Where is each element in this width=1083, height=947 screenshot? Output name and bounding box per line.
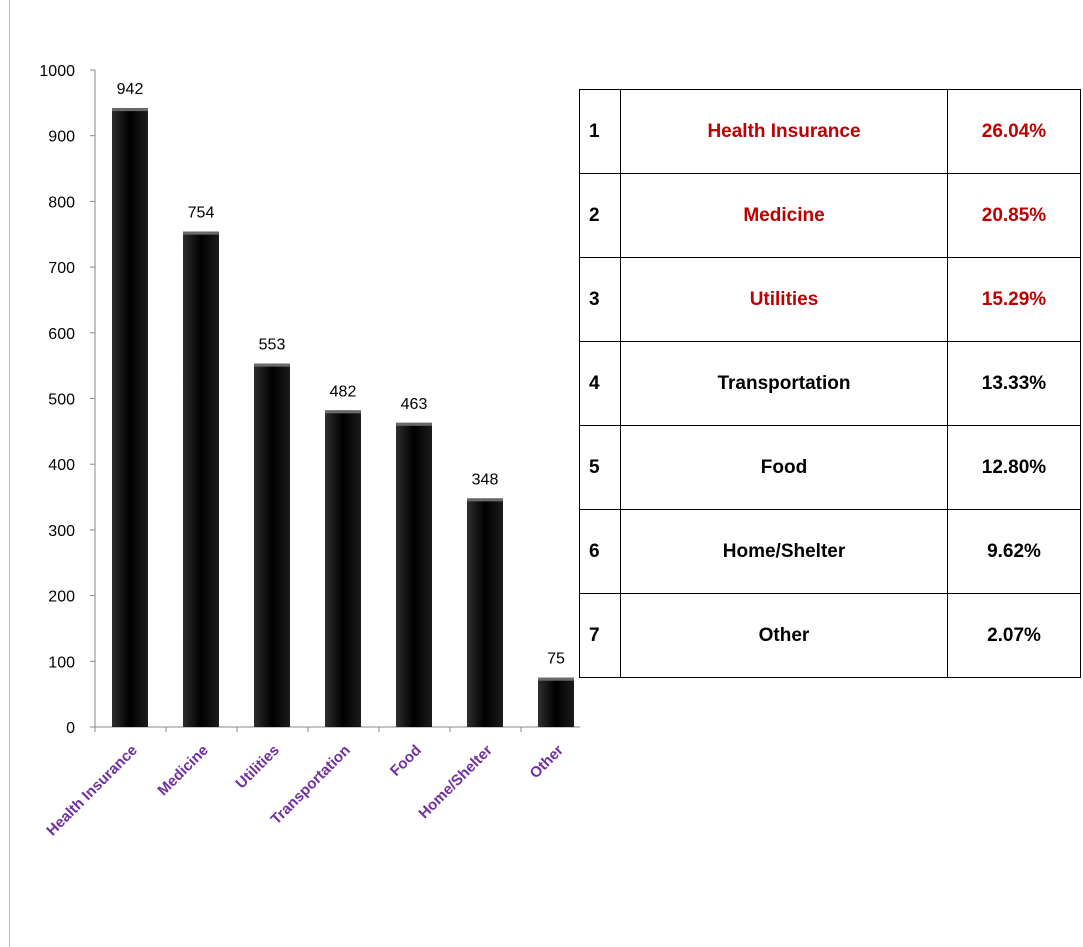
y-tick-label: 200 <box>48 589 75 606</box>
bar-cap <box>396 422 432 426</box>
data-label: 463 <box>401 396 428 413</box>
data-label: 942 <box>117 81 144 98</box>
rank-number: 3 <box>579 257 621 342</box>
rank-percent: 2.07% <box>947 593 1081 678</box>
bar <box>325 410 361 727</box>
ranking-row: 4 Transportation 13.33% <box>579 341 1081 426</box>
x-tick-label: Utilities <box>232 742 282 792</box>
bar <box>112 108 148 727</box>
x-tick-label: Home/Shelter <box>415 742 496 823</box>
y-tick-label: 600 <box>48 326 75 343</box>
rank-category: Medicine <box>620 173 948 258</box>
ranking-row: 5 Food 12.80% <box>579 425 1081 510</box>
rank-number: 1 <box>579 89 621 174</box>
x-tick-label: Health Insurance <box>43 742 140 839</box>
x-tick-label: Medicine <box>154 742 211 799</box>
bar <box>396 422 432 727</box>
y-tick-label: 700 <box>48 260 75 277</box>
ranking-row: 1 Health Insurance 26.04% <box>579 89 1081 174</box>
rank-category: Transportation <box>620 341 948 426</box>
y-tick-label: 500 <box>48 392 75 409</box>
x-tick-label: Food <box>387 742 425 780</box>
page-left-rule <box>9 0 10 947</box>
data-label: 482 <box>330 383 357 400</box>
bar-cap <box>112 108 148 112</box>
data-label: 75 <box>547 651 565 668</box>
rank-category: Food <box>620 425 948 510</box>
rank-category: Home/Shelter <box>620 509 948 594</box>
y-tick-label: 800 <box>48 194 75 211</box>
ranking-row: 6 Home/Shelter 9.62% <box>579 509 1081 594</box>
rank-percent: 12.80% <box>947 425 1081 510</box>
bar-cap <box>183 231 219 235</box>
data-labels: 942 754 553 482 463 348 75 <box>117 81 565 668</box>
bar <box>538 677 574 727</box>
bar-cap <box>467 498 503 502</box>
rank-number: 5 <box>579 425 621 510</box>
bar-cap <box>254 363 290 367</box>
y-tick-label: 400 <box>48 457 75 474</box>
y-tick-label: 100 <box>48 654 75 671</box>
x-axis <box>90 726 580 732</box>
rank-number: 2 <box>579 173 621 258</box>
rank-category: Other <box>620 593 948 678</box>
expense-bar-chart: 0 100 200 300 400 500 600 700 800 900 1000 942 754 5… <box>39 63 580 840</box>
bar-cap <box>538 677 574 681</box>
rank-percent: 9.62% <box>947 509 1081 594</box>
data-label: 754 <box>188 205 215 222</box>
bar-series <box>112 108 574 727</box>
x-tick-label: Other <box>527 742 567 782</box>
ranking-row: 2 Medicine 20.85% <box>579 173 1081 258</box>
y-tick-label: 1000 <box>39 63 75 80</box>
bar <box>254 363 290 727</box>
rank-percent: 15.29% <box>947 257 1081 342</box>
rank-number: 7 <box>579 593 621 678</box>
rank-number: 6 <box>579 509 621 594</box>
rank-percent: 26.04% <box>947 89 1081 174</box>
y-tick-label: 900 <box>48 129 75 146</box>
data-label: 348 <box>472 471 499 488</box>
rank-percent: 13.33% <box>947 341 1081 426</box>
y-tick-label: 300 <box>48 523 75 540</box>
rank-percent: 20.85% <box>947 173 1081 258</box>
rank-category: Utilities <box>620 257 948 342</box>
y-axis: 0 100 200 300 400 500 600 700 800 900 1000 <box>39 63 96 737</box>
bar <box>183 231 219 727</box>
ranking-row: 3 Utilities 15.29% <box>579 257 1081 342</box>
ranking-table: 1 Health Insurance 26.04% 2 Medicine 20.… <box>579 89 1081 678</box>
rank-category: Health Insurance <box>620 89 948 174</box>
data-label: 553 <box>259 337 286 354</box>
x-tick-labels: Health Insurance Medicine UtilitiesTranspo… <box>43 742 567 840</box>
bar-cap <box>325 410 361 414</box>
y-tick-label: 0 <box>66 720 75 737</box>
bar <box>467 498 503 727</box>
ranking-row: 7 Other 2.07% <box>579 593 1081 678</box>
rank-number: 4 <box>579 341 621 426</box>
